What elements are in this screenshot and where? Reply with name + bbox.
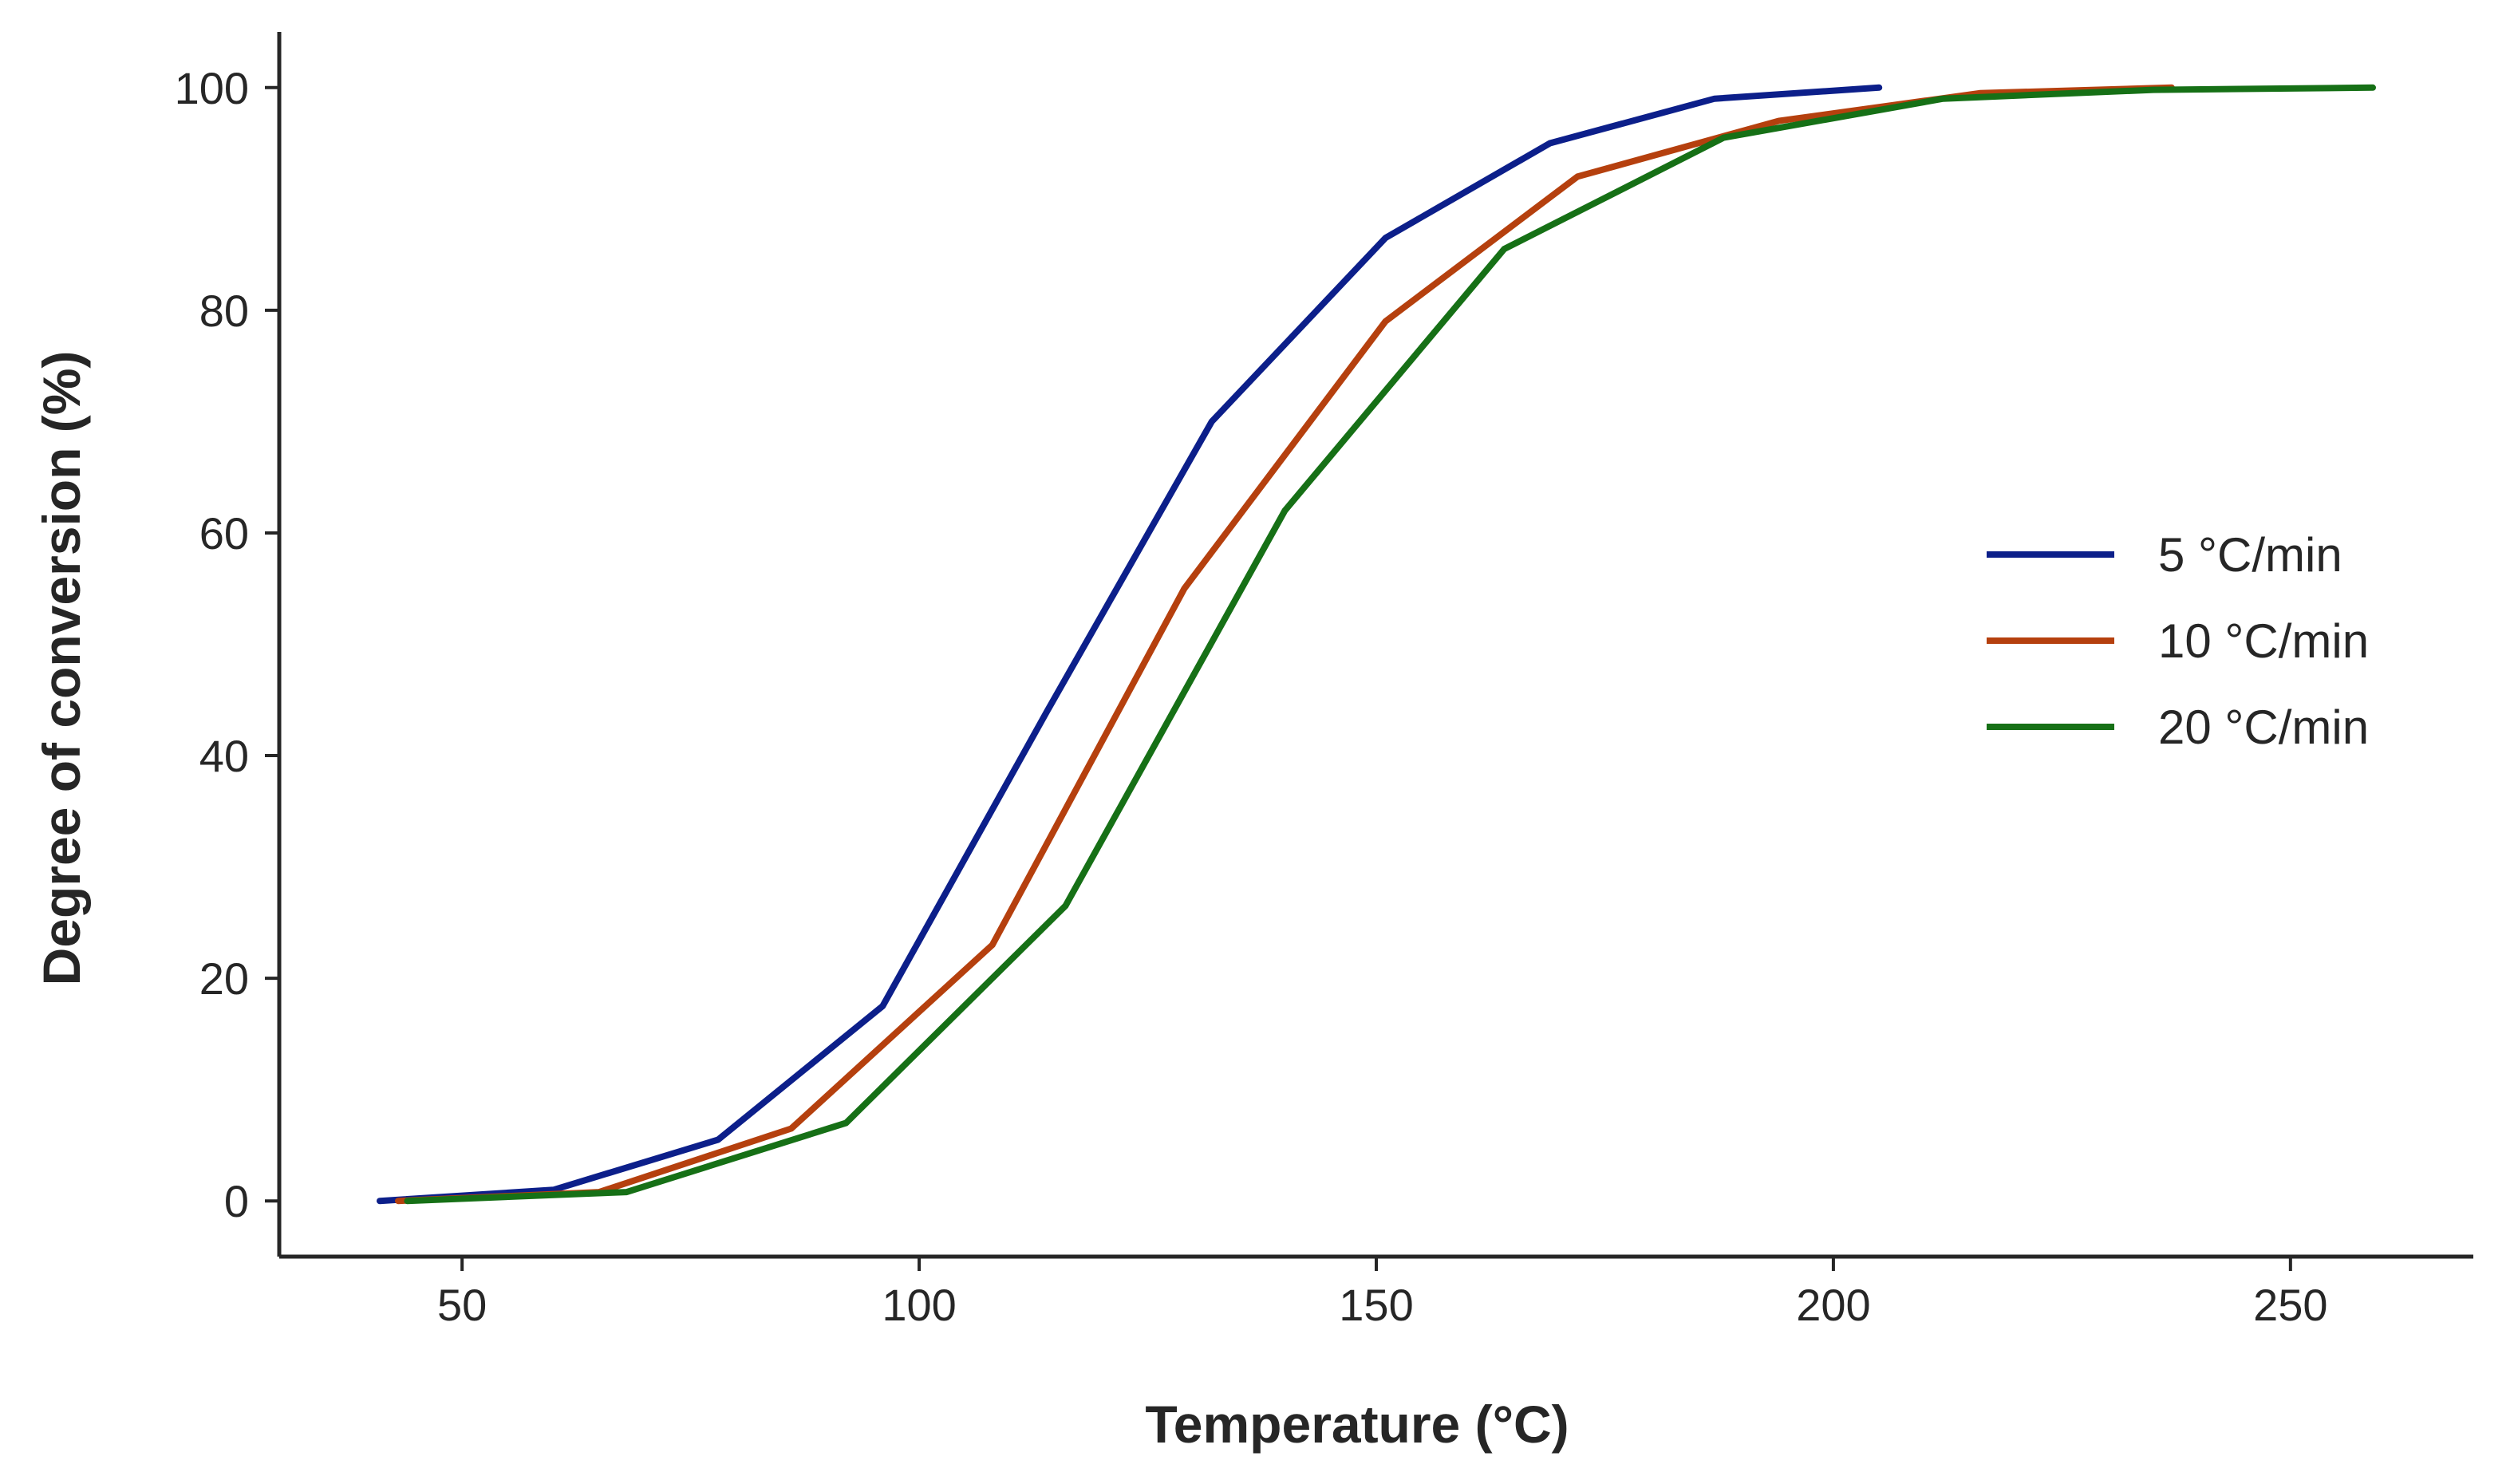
legend: 5 °C/min 10 °C/min 20 °C/min [1987, 528, 2369, 754]
y-tick-label: 40 [199, 731, 249, 781]
legend-label-1: 5 °C/min [2158, 528, 2342, 582]
legend-label-3: 20 °C/min [2158, 701, 2369, 754]
series-line-1 [377, 84, 1883, 1205]
x-tick-label: 150 [1339, 1280, 1413, 1330]
y-tick-label: 80 [199, 286, 249, 336]
series-lines [377, 84, 2376, 1205]
x-tick-label: 100 [882, 1280, 956, 1330]
y-tick-label: 20 [199, 953, 249, 1004]
y-tick-label: 60 [199, 508, 249, 558]
x-tick-label: 250 [2253, 1280, 2327, 1330]
series-line-2 [395, 84, 2175, 1205]
x-axis-title: Temperature (°C) [1145, 1395, 1569, 1454]
x-tick-label: 200 [1796, 1280, 1870, 1330]
y-axis-title: Degree of conversion (%) [32, 351, 91, 986]
y-tick-label: 100 [175, 63, 249, 113]
legend-label-2: 10 °C/min [2158, 614, 2369, 668]
series-line-3 [404, 84, 2376, 1205]
y-tick-label: 0 [224, 1176, 249, 1226]
axes: 50 100 150 200 250 0 20 40 60 80 100 Temperature (°… [32, 32, 2473, 1454]
x-tick-label: 50 [437, 1280, 487, 1330]
